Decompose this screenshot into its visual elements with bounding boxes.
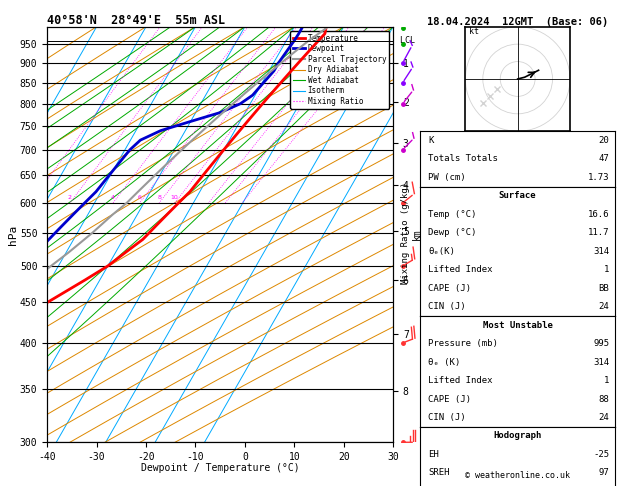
Text: Lifted Index: Lifted Index: [428, 265, 493, 274]
Text: 1.73: 1.73: [588, 173, 610, 182]
Text: Mixing Ratio (g/kg): Mixing Ratio (g/kg): [401, 182, 410, 284]
Text: 47: 47: [599, 155, 610, 163]
Text: 10: 10: [170, 194, 179, 200]
Text: 97: 97: [599, 469, 610, 477]
Y-axis label: km
ASL: km ASL: [411, 226, 433, 243]
Text: PW (cm): PW (cm): [428, 173, 465, 182]
Text: θₑ (K): θₑ (K): [428, 358, 460, 366]
Text: Lifted Index: Lifted Index: [428, 376, 493, 385]
X-axis label: Dewpoint / Temperature (°C): Dewpoint / Temperature (°C): [141, 463, 299, 473]
Text: 314: 314: [593, 358, 610, 366]
Text: 18.04.2024  12GMT  (Base: 06): 18.04.2024 12GMT (Base: 06): [427, 17, 608, 27]
Text: Temp (°C): Temp (°C): [428, 210, 476, 219]
Text: kt: kt: [469, 27, 479, 35]
Y-axis label: hPa: hPa: [8, 225, 18, 244]
Text: 4: 4: [111, 194, 115, 200]
Text: CIN (J): CIN (J): [428, 413, 465, 422]
Text: CIN (J): CIN (J): [428, 302, 465, 311]
Text: EH: EH: [428, 450, 438, 459]
Text: 8: 8: [157, 194, 161, 200]
Text: © weatheronline.co.uk: © weatheronline.co.uk: [465, 471, 570, 480]
Text: Hodograph: Hodograph: [494, 432, 542, 440]
Text: 24: 24: [599, 302, 610, 311]
Text: Totals Totals: Totals Totals: [428, 155, 498, 163]
Text: θₑ(K): θₑ(K): [428, 247, 455, 256]
Text: Most Unstable: Most Unstable: [482, 321, 553, 330]
Text: 314: 314: [593, 247, 610, 256]
Text: -25: -25: [593, 450, 610, 459]
Text: 20: 20: [599, 136, 610, 145]
Text: K: K: [428, 136, 433, 145]
Text: 40°58'N  28°49'E  55m ASL: 40°58'N 28°49'E 55m ASL: [47, 14, 225, 27]
Text: BB: BB: [599, 284, 610, 293]
Text: 1: 1: [604, 265, 610, 274]
Text: Pressure (mb): Pressure (mb): [428, 339, 498, 348]
Text: CAPE (J): CAPE (J): [428, 284, 471, 293]
Text: Surface: Surface: [499, 191, 537, 200]
Text: 6: 6: [138, 194, 142, 200]
Text: CAPE (J): CAPE (J): [428, 395, 471, 403]
Text: 16.6: 16.6: [588, 210, 610, 219]
Text: 2: 2: [68, 194, 72, 200]
Text: 24: 24: [599, 413, 610, 422]
Text: SREH: SREH: [428, 469, 450, 477]
Text: Dewp (°C): Dewp (°C): [428, 228, 476, 237]
Text: 88: 88: [599, 395, 610, 403]
Text: 11.7: 11.7: [588, 228, 610, 237]
Text: 1: 1: [604, 376, 610, 385]
Text: LCL: LCL: [395, 36, 415, 45]
Text: 995: 995: [593, 339, 610, 348]
Legend: Temperature, Dewpoint, Parcel Trajectory, Dry Adiabat, Wet Adiabat, Isotherm, Mi: Temperature, Dewpoint, Parcel Trajectory…: [290, 31, 389, 109]
